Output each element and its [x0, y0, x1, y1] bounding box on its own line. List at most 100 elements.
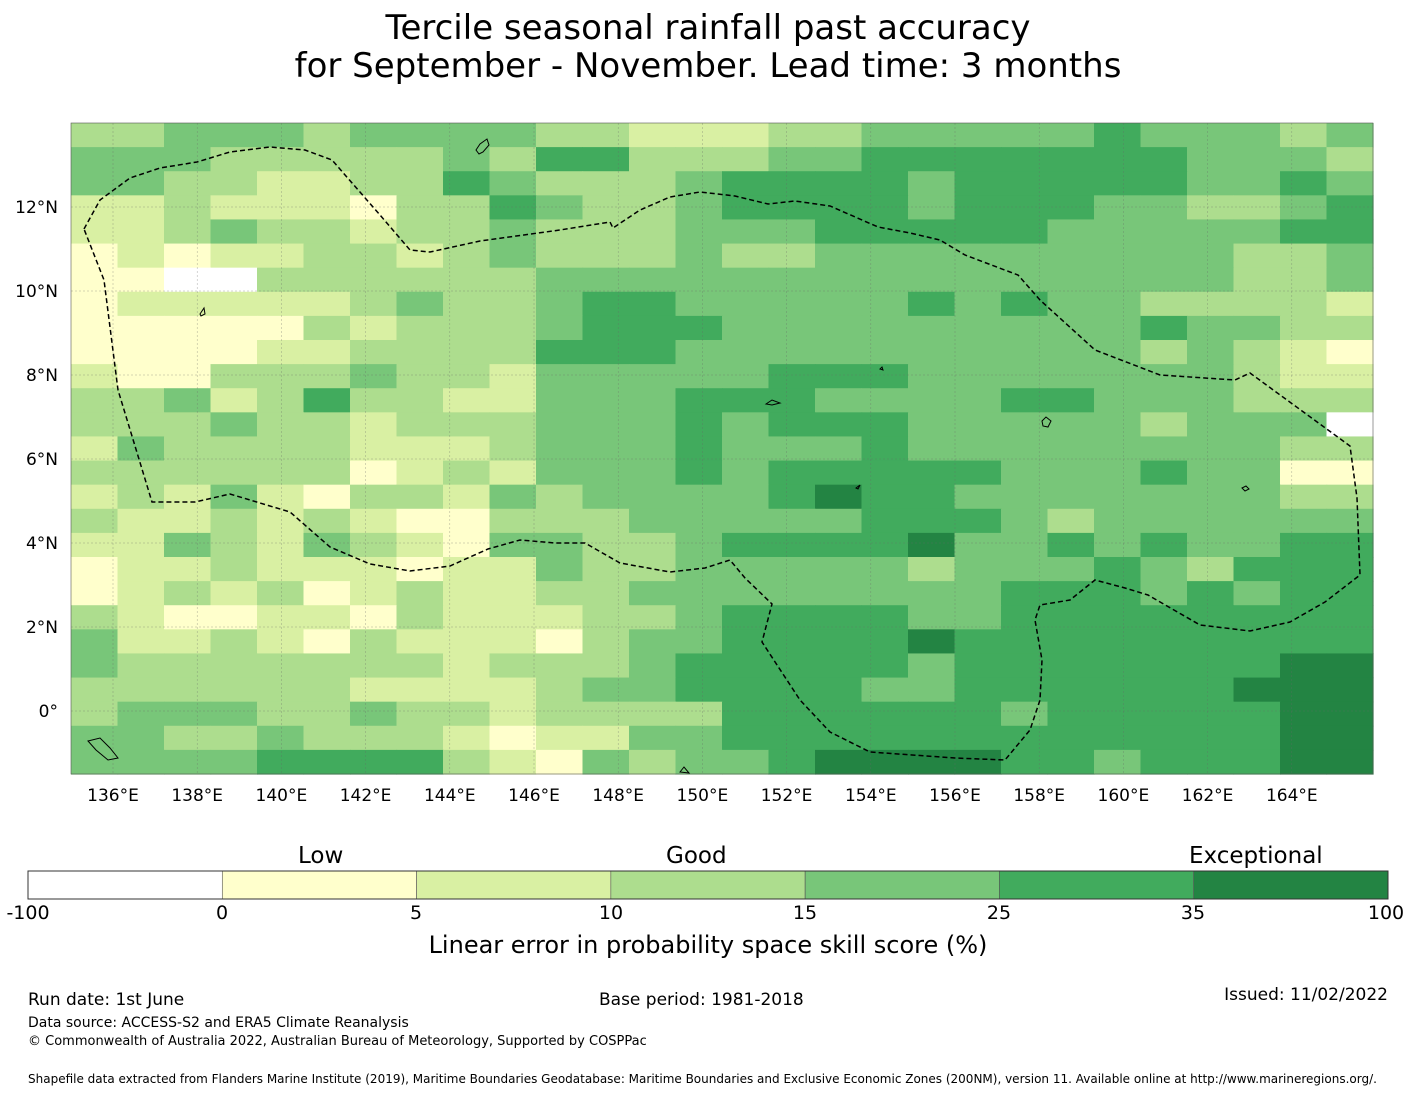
- grid-cell: [629, 243, 677, 269]
- grid-cell: [164, 340, 212, 365]
- grid-cell: [536, 532, 584, 558]
- colorbar-title: Linear error in probability space skill …: [428, 931, 988, 959]
- grid-cell: [396, 629, 444, 655]
- grid-cell: [443, 388, 491, 413]
- grid-cell: [1094, 605, 1142, 630]
- grid-cell: [861, 749, 909, 775]
- grid-cell: [675, 195, 723, 221]
- grid-cell: [303, 749, 351, 775]
- grid-cell: [210, 557, 258, 582]
- grid-cell: [815, 629, 863, 655]
- grid-cell: [1094, 219, 1142, 245]
- longitude-label: 158°E: [1013, 786, 1065, 806]
- grid-cell: [117, 123, 165, 148]
- grid-cell: [164, 364, 212, 389]
- grid-cell: [1047, 364, 1095, 389]
- grid-cell: [815, 557, 863, 582]
- grid-cell: [489, 557, 537, 582]
- grid-cell: [350, 677, 398, 703]
- grid-cell: [1094, 532, 1142, 558]
- grid-cell: [815, 388, 863, 413]
- grid-cell: [210, 340, 258, 365]
- grid-cell: [210, 388, 258, 413]
- grid-cell: [164, 629, 212, 655]
- longitude-label: 152°E: [761, 786, 813, 806]
- grid-cell: [257, 388, 305, 413]
- grid-cell: [768, 291, 816, 317]
- grid-cell: [303, 653, 351, 679]
- grid-cell: [675, 605, 723, 630]
- grid-cell: [396, 581, 444, 606]
- grid-cell: [1001, 532, 1049, 558]
- grid-cell: [210, 677, 258, 703]
- grid-cell: [1326, 605, 1374, 630]
- grid-cell: [443, 315, 491, 341]
- grid-cell: [489, 340, 537, 365]
- grid-cell: [396, 340, 444, 365]
- grid-cell: [1094, 412, 1142, 438]
- grid-cell: [861, 508, 909, 534]
- grid-cell: [722, 412, 770, 438]
- grid-cell: [396, 412, 444, 438]
- grid-cell: [908, 364, 956, 389]
- grid-cell: [71, 484, 119, 510]
- grid-cell: [257, 123, 305, 148]
- grid-cell: [303, 364, 351, 389]
- grid-cell: [861, 460, 909, 486]
- grid-cell: [815, 460, 863, 486]
- grid-cell: [210, 219, 258, 245]
- grid-cell: [1140, 171, 1188, 196]
- grid-cell: [1280, 532, 1328, 558]
- grid-cell: [722, 340, 770, 365]
- grid-cell: [257, 195, 305, 221]
- grid-cell: [443, 171, 491, 196]
- grid-cell: [629, 653, 677, 679]
- grid-cell: [164, 605, 212, 630]
- grid-cell: [536, 195, 584, 221]
- grid-cell: [954, 677, 1002, 703]
- grid-cell: [954, 749, 1002, 775]
- grid-cell: [815, 508, 863, 534]
- grid-cell: [210, 243, 258, 269]
- grid-cell: [396, 460, 444, 486]
- grid-cell: [1094, 388, 1142, 413]
- latitude-label: 2°N: [26, 618, 58, 638]
- grid-cell: [629, 219, 677, 245]
- grid-cell: [396, 701, 444, 727]
- grid-cell: [117, 532, 165, 558]
- grid-cell: [768, 147, 816, 172]
- grid-cell: [117, 701, 165, 727]
- grid-cell: [1233, 123, 1281, 148]
- grid-cell: [1233, 653, 1281, 679]
- grid-cell: [1047, 315, 1095, 341]
- grid-cell: [1140, 581, 1188, 606]
- grid-cell: [1280, 677, 1328, 703]
- grid-cell: [396, 605, 444, 630]
- grid-cell: [257, 412, 305, 438]
- grid-cell: [722, 749, 770, 775]
- grid-cell: [1001, 725, 1049, 751]
- island-outline: [87, 737, 119, 761]
- grid-cell: [815, 267, 863, 293]
- grid-cell: [861, 195, 909, 221]
- grid-cell: [768, 605, 816, 630]
- grid-cell: [1326, 749, 1374, 775]
- grid-cell: [1094, 364, 1142, 389]
- grid-cell: [303, 267, 351, 293]
- grid-cell: [257, 315, 305, 341]
- grid-cell: [303, 243, 351, 269]
- grid-cell: [489, 581, 537, 606]
- grid-cell: [1187, 315, 1235, 341]
- grid-cell: [1140, 267, 1188, 293]
- grid-cell: [954, 291, 1002, 317]
- grid-cell: [582, 629, 630, 655]
- grid-cell: [536, 123, 584, 148]
- grid-cell: [722, 147, 770, 172]
- grid-cell: [582, 123, 630, 148]
- grid-cell: [861, 677, 909, 703]
- grid-cell: [1280, 412, 1328, 438]
- grid-cell: [1001, 653, 1049, 679]
- grid-cell: [350, 412, 398, 438]
- grid-cell: [582, 243, 630, 269]
- grid-cell: [722, 171, 770, 196]
